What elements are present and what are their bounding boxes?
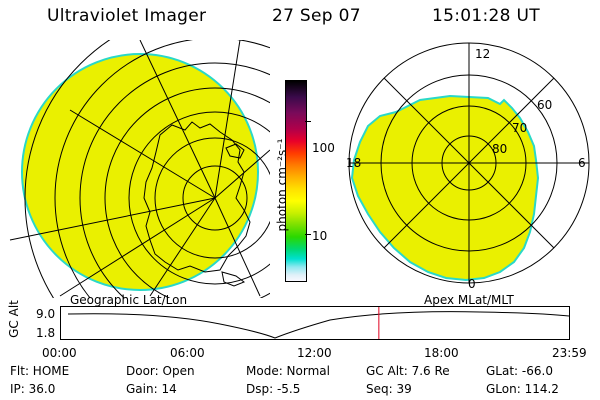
info-door: Door: Open xyxy=(126,364,195,378)
mlat-label-60: 60 xyxy=(537,98,553,112)
info-seq: Seq: 39 xyxy=(366,382,412,396)
time-label: 15:01:28 UT xyxy=(432,6,540,26)
info-ip: IP: 36.0 xyxy=(10,382,56,396)
geographic-label: Geographic Lat/Lon xyxy=(70,293,188,307)
timeline-xtick-1200: 12:00 xyxy=(297,346,332,360)
mlt-label-12: 12 xyxy=(475,47,491,61)
info-gc-alt: GC Alt: 7.6 Re xyxy=(366,364,450,378)
info-glat: GLat: -66.0 xyxy=(486,364,553,378)
magnetic-image xyxy=(348,42,590,284)
altitude-timeline xyxy=(60,306,570,340)
colorbar-gradient xyxy=(286,81,306,281)
mlat-mlt-grid xyxy=(348,42,590,284)
mlt-label-0: 0 xyxy=(468,277,476,291)
colorbar-tick-mark-100 xyxy=(305,121,311,122)
mlt-label-18: 18 xyxy=(346,156,362,170)
colorbar xyxy=(285,80,307,282)
timeline-ytick-bottom: 1.8 xyxy=(36,326,56,340)
timeline-xtick-1800: 18:00 xyxy=(424,346,459,360)
date-label: 27 Sep 07 xyxy=(272,6,361,26)
colorbar-tick-10: 10 xyxy=(312,229,328,243)
timeline-ytick-top: 9.0 xyxy=(36,307,56,321)
colorbar-tick-100: 100 xyxy=(312,141,335,155)
apex-label: Apex MLat/MLT xyxy=(424,293,514,307)
timeline-xtick-0000: 00:00 xyxy=(42,346,77,360)
info-filter: Flt: HOME xyxy=(10,364,70,378)
timeline-xtick-0600: 06:00 xyxy=(170,346,205,360)
instrument-title: Ultraviolet Imager xyxy=(47,6,207,26)
colorbar-unit-label: photon cm⁻²s⁻¹ xyxy=(275,138,289,232)
info-mode: Mode: Normal xyxy=(246,364,330,378)
coastline xyxy=(143,121,251,287)
info-dsp: Dsp: -5.5 xyxy=(246,382,301,396)
info-gain: Gain: 14 xyxy=(126,382,177,396)
mlat-label-70: 70 xyxy=(512,121,528,135)
colorbar-tick-mark-10 xyxy=(305,234,311,235)
timeline-xtick-2359: 23:59 xyxy=(552,346,587,360)
timeline-axis-label: GC Alt xyxy=(7,300,21,338)
geographic-image xyxy=(9,40,270,298)
mlat-label-80: 80 xyxy=(492,142,508,156)
mlt-label-6: 6 xyxy=(578,156,586,170)
info-glon: GLon: 114.2 xyxy=(486,382,559,396)
